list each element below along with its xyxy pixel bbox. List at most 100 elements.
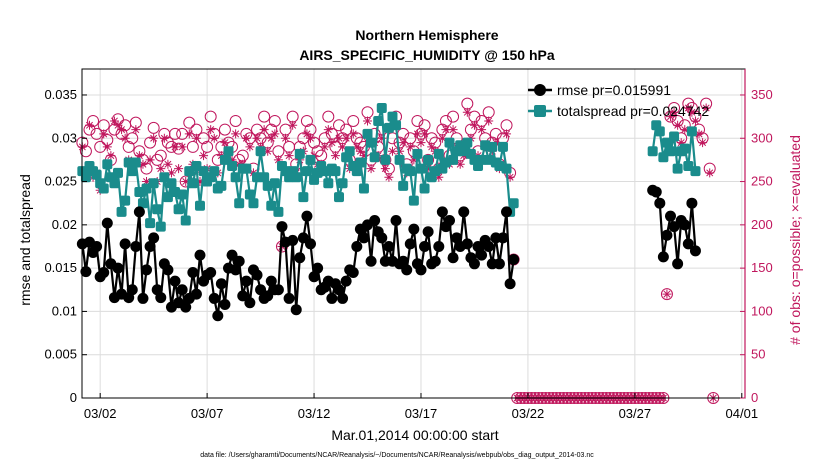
- evaluated-obs-marker: [241, 133, 251, 143]
- y-tick-label: 0: [70, 390, 77, 405]
- evaluated-obs-marker: [355, 146, 365, 156]
- evaluated-obs-marker: [163, 159, 173, 169]
- rmse-marker: [312, 262, 324, 274]
- totalspread-marker: [387, 111, 398, 122]
- totalspread-marker: [273, 206, 284, 217]
- evaluated-obs-marker: [270, 129, 280, 139]
- rmse-marker: [80, 266, 92, 278]
- evaluated-obs-marker: [387, 146, 397, 156]
- evaluated-obs-marker: [334, 133, 344, 143]
- possible-obs-marker: [272, 145, 285, 158]
- evaluated-obs-marker: [170, 142, 180, 152]
- totalspread-marker: [391, 120, 402, 131]
- totalspread-marker: [248, 198, 259, 209]
- x-tick-label: 03/02: [84, 406, 117, 421]
- totalspread-marker: [216, 180, 227, 191]
- rmse-marker: [294, 252, 306, 264]
- rmse-marker: [340, 275, 352, 287]
- rmse-marker: [493, 258, 505, 270]
- possible-obs-marker: [154, 149, 167, 162]
- legend-rmse-marker: [534, 84, 546, 96]
- evaluated-obs-marker: [281, 133, 291, 143]
- totalspread-marker: [412, 148, 423, 159]
- rmse-marker: [162, 264, 174, 276]
- evaluated-obs-marker: [106, 151, 116, 161]
- rmse-marker: [351, 240, 363, 252]
- evaluated-obs-marker: [181, 177, 191, 187]
- rmse-marker: [130, 240, 142, 252]
- rmse-marker: [501, 206, 513, 218]
- totalspread-marker: [305, 154, 316, 165]
- rmse-marker: [187, 266, 199, 278]
- evaluated-obs-marker: [505, 172, 515, 182]
- evaluated-obs-marker: [676, 138, 686, 148]
- rmse-marker: [272, 284, 284, 296]
- possible-obs-marker: [144, 136, 157, 149]
- totalspread-marker: [301, 166, 312, 177]
- totalspread-marker: [152, 204, 163, 215]
- totalspread-marker: [113, 167, 124, 178]
- evaluated-obs-marker: [156, 164, 166, 174]
- totalspread-marker: [137, 198, 148, 209]
- y-tick-label: 0.015: [44, 260, 77, 275]
- evaluated-obs-marker: [184, 129, 194, 139]
- evaluated-obs-marker: [195, 177, 205, 187]
- evaluated-obs-marker: [109, 116, 119, 126]
- rmse-marker: [337, 292, 349, 304]
- rmse-marker: [508, 253, 520, 265]
- possible-obs-marker: [461, 97, 474, 110]
- evaluated-obs-marker: [330, 151, 340, 161]
- evaluated-obs-marker: [302, 129, 312, 139]
- y-right-tick-label: 300: [751, 130, 773, 145]
- totalspread-marker: [323, 178, 334, 189]
- totalspread-marker: [209, 166, 220, 177]
- possible-obs-marker: [660, 288, 673, 301]
- rmse-marker: [433, 240, 445, 252]
- rmse-marker: [408, 223, 420, 235]
- rmse-marker: [137, 292, 149, 304]
- y-tick-label: 0.03: [52, 130, 77, 145]
- rmse-marker: [308, 271, 320, 283]
- totalspread-marker: [497, 141, 508, 152]
- rmse-marker: [176, 284, 188, 296]
- rmse-marker: [458, 206, 470, 218]
- totalspread-marker: [194, 200, 205, 211]
- totalspread-marker: [366, 137, 377, 148]
- rmse-marker: [661, 229, 673, 241]
- rmse-marker: [444, 215, 456, 227]
- rmse-marker: [665, 210, 677, 222]
- evaluated-obs-marker: [252, 133, 262, 143]
- evaluated-obs-marker: [263, 146, 273, 156]
- evaluated-obs-marker: [462, 107, 472, 117]
- rmse-marker: [682, 238, 694, 250]
- evaluated-obs-marker: [705, 168, 715, 178]
- totalspread-marker: [173, 204, 184, 215]
- evaluated-obs-marker: [327, 138, 337, 148]
- possible-obs-marker: [283, 140, 296, 153]
- totalspread-marker: [294, 148, 305, 159]
- evaluated-obs-marker: [363, 116, 373, 126]
- totalspread-marker: [380, 154, 391, 165]
- rmse-marker: [205, 266, 217, 278]
- axis-bottom: 03/02 03/07 03/12 03/17 03/22 03/27 04/01: [84, 393, 758, 421]
- evaluated-obs-marker: [416, 138, 426, 148]
- totalspread-marker: [690, 166, 701, 177]
- rmse-marker: [326, 292, 338, 304]
- evaluated-obs-marker: [673, 120, 683, 130]
- rmse-marker: [686, 197, 698, 209]
- evaluated-obs-marker: [231, 129, 241, 139]
- possible-obs-marker: [500, 119, 513, 132]
- y-right-tick-label: 0: [751, 390, 758, 405]
- totalspread-marker: [180, 215, 191, 226]
- totalspread-marker: [487, 141, 498, 152]
- totalspread-marker: [291, 172, 302, 183]
- possible-obs-marker: [664, 110, 677, 123]
- rmse-marker: [369, 215, 381, 227]
- rmse-marker: [194, 249, 206, 261]
- evaluated-obs-marker: [120, 133, 130, 143]
- totalspread-marker: [91, 169, 102, 180]
- x-tick-label: 03/27: [619, 406, 652, 421]
- possible-obs-marker: [161, 136, 174, 149]
- totalspread-marker: [227, 160, 238, 171]
- possible-obs-marker: [140, 162, 153, 175]
